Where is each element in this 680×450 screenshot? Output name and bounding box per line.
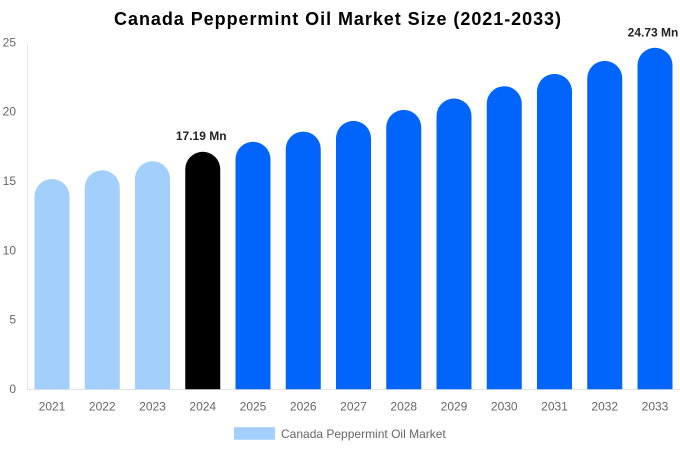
svg-text:2033: 2033 — [642, 400, 669, 414]
svg-text:2026: 2026 — [290, 400, 317, 414]
svg-text:25: 25 — [3, 35, 17, 49]
svg-text:10: 10 — [3, 243, 17, 257]
svg-text:2024: 2024 — [189, 400, 216, 414]
svg-text:20: 20 — [3, 105, 17, 119]
svg-text:2028: 2028 — [390, 400, 417, 414]
svg-text:2027: 2027 — [340, 400, 367, 414]
svg-text:24.73 Mn: 24.73 Mn — [628, 25, 679, 39]
svg-text:2023: 2023 — [139, 400, 166, 414]
svg-text:2030: 2030 — [491, 400, 518, 414]
svg-text:2031: 2031 — [541, 400, 568, 414]
svg-text:17.19 Mn: 17.19 Mn — [176, 129, 227, 143]
svg-text:Canada Peppermint Oil Market S: Canada Peppermint Oil Market Size (2021-… — [114, 9, 562, 29]
svg-text:0: 0 — [9, 382, 16, 396]
svg-text:15: 15 — [3, 174, 17, 188]
svg-text:Canada Peppermint Oil Market: Canada Peppermint Oil Market — [281, 427, 446, 441]
svg-text:2022: 2022 — [89, 400, 116, 414]
svg-text:2029: 2029 — [441, 400, 468, 414]
svg-text:5: 5 — [9, 313, 16, 327]
svg-text:2032: 2032 — [591, 400, 618, 414]
svg-text:2025: 2025 — [240, 400, 267, 414]
svg-text:2021: 2021 — [39, 400, 66, 414]
